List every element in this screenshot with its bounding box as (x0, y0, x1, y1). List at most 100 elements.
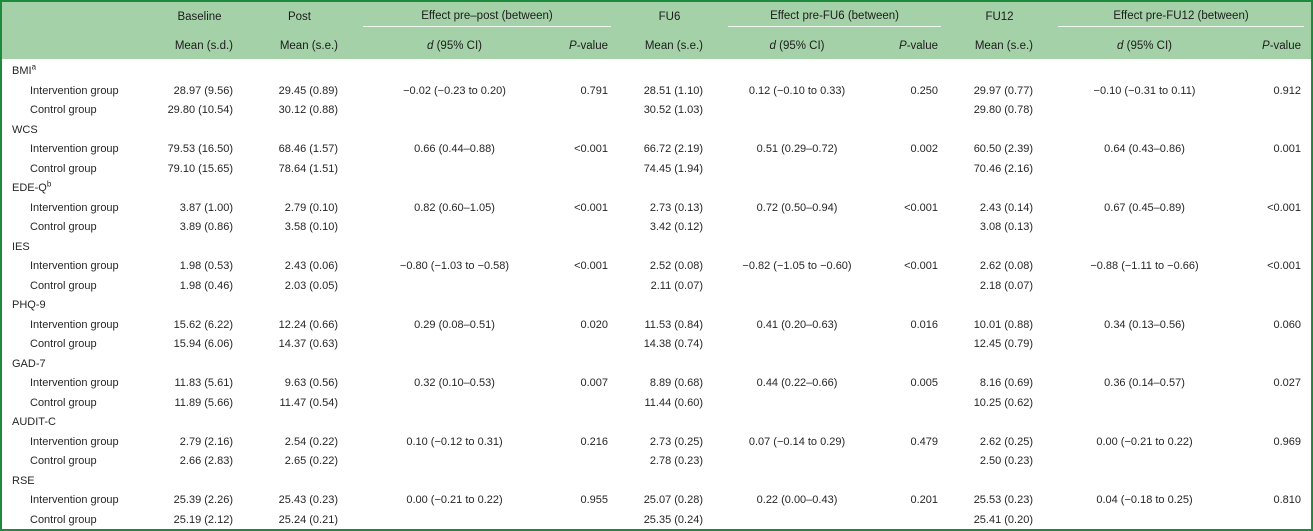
row-label: Intervention group (30, 201, 119, 214)
table-row: Intervention group 25.39 (2.26) 25.43 (0.2… (2, 491, 1311, 511)
footnote-marker: b (46, 179, 52, 189)
table-row: Control group 3.89 (0.86) 3.58 (0.10) 3.42 … (2, 218, 1311, 238)
section-label: GAD-7 (12, 357, 46, 370)
cell: 30.12 (0.88) (278, 104, 338, 116)
table-row: Control group 79.10 (15.65) 78.64 (1.51) 74… (2, 160, 1311, 180)
cell: −0.82 (−1.05 to −0.60) (742, 260, 852, 272)
header-sub-effect-pre-fu6-0: d (95% CI) (769, 39, 825, 52)
cell: 2.65 (0.22) (284, 455, 338, 467)
cell: 79.10 (15.65) (167, 162, 233, 175)
cell: 0.72 (0.50–0.94) (756, 201, 838, 214)
cell: 3.08 (0.13) (979, 221, 1034, 233)
cell: 0.51 (0.29–0.72) (756, 143, 838, 155)
cell (717, 218, 877, 238)
cell: 11.89 (5.66) (174, 396, 233, 409)
cell: 74.45 (1.94) (643, 162, 704, 175)
section-label: WCS (12, 123, 38, 136)
table-row: Intervention group 28.97 (9.56) 29.45 (0.8… (2, 82, 1311, 102)
cell: 0.36 (0.14–0.57) (1104, 377, 1185, 389)
cell (352, 277, 557, 297)
cell: 3.89 (0.86) (179, 221, 233, 233)
cell (717, 511, 877, 530)
cell: 11.53 (0.84) (644, 318, 704, 331)
cell: 15.94 (6.06) (173, 338, 233, 350)
cell: 0.001 (1273, 143, 1302, 155)
cell: 2.79 (2.16) (179, 435, 233, 448)
cell: 0.00 (−0.21 to 0.22) (406, 494, 503, 506)
cell: 1.98 (0.53) (179, 260, 233, 272)
cell (1242, 394, 1311, 414)
header-sub-baseline-0: Mean (s.d.) (174, 39, 233, 52)
cell: 0.955 (580, 494, 609, 506)
cell: 2.03 (0.05) (284, 279, 338, 292)
cell: <0.001 (574, 260, 609, 272)
row-label: Control group (30, 513, 97, 526)
cell: 2.62 (0.25) (979, 435, 1034, 448)
cell (1047, 452, 1242, 472)
cell (352, 335, 557, 355)
cell: 0.060 (1273, 318, 1302, 331)
cell: 25.43 (0.23) (278, 494, 338, 506)
cell (1047, 335, 1242, 355)
cell: 0.10 (−0.12 to 0.31) (406, 435, 503, 448)
cell: 3.58 (0.10) (284, 221, 338, 233)
cell: 15.62 (6.22) (173, 318, 233, 331)
section-row-ede-q: EDE-Qb (2, 179, 1311, 199)
cell: 70.46 (2.16) (973, 162, 1034, 175)
cell (877, 160, 952, 180)
row-label: Intervention group (30, 260, 119, 272)
section-row-wcs: WCS (2, 121, 1311, 141)
cell (352, 218, 557, 238)
header-sub-effect-pre-fu12-1: P-value (1262, 39, 1302, 52)
cell (352, 394, 557, 414)
cell (1242, 160, 1311, 180)
cell: 0.22 (0.00–0.43) (756, 494, 838, 506)
header-group-label: Baseline (177, 10, 222, 23)
cell (877, 218, 952, 238)
cell: 0.64 (0.43–0.86) (1104, 143, 1185, 155)
cell: 2.78 (0.23) (649, 455, 704, 467)
cell: 29.45 (0.89) (278, 84, 338, 97)
section-row-phq-9: PHQ-9 (2, 296, 1311, 316)
cell: 14.38 (0.74) (643, 338, 704, 350)
header-sub-effect-pre-fu12-0: d (95% CI) (1117, 39, 1172, 52)
cell (557, 511, 622, 530)
cell: 0.44 (0.22–0.66) (756, 377, 838, 389)
cell: 0.32 (0.10–0.53) (414, 377, 495, 389)
header-sub-fu12-0: Mean (s.e.) (974, 39, 1034, 52)
cell (877, 511, 952, 530)
cell: 2.73 (0.13) (649, 201, 704, 214)
cell (1047, 218, 1242, 238)
row-label: Intervention group (30, 84, 119, 97)
cell: 25.53 (0.23) (973, 494, 1034, 506)
header-sub-effect-pre-post-1: P-value (569, 39, 609, 52)
row-label: Intervention group (30, 494, 119, 506)
cell: 0.250 (910, 84, 939, 97)
row-label: Control group (30, 455, 97, 467)
section-label: AUDIT-C (12, 416, 56, 428)
cell (352, 101, 557, 121)
row-label: Control group (30, 104, 97, 116)
section-row-ies: IES (2, 238, 1311, 258)
cell (1242, 218, 1311, 238)
table-row: Intervention group 11.83 (5.61) 9.63 (0.56… (2, 374, 1311, 394)
cell (877, 335, 952, 355)
table-row: Intervention group 1.98 (0.53) 2.43 (0.06)… (2, 257, 1311, 277)
cell (717, 101, 877, 121)
cell: 68.46 (1.57) (278, 143, 338, 155)
cell (1047, 101, 1242, 121)
header-group-label: Effect pre–post (between) (363, 7, 612, 27)
cell: 2.79 (0.10) (284, 201, 338, 214)
cell (352, 511, 557, 530)
section-row-gad-7: GAD-7 (2, 355, 1311, 375)
header-group-label: FU12 (985, 10, 1014, 23)
cell (1047, 160, 1242, 180)
table-row: Control group 25.19 (2.12) 25.24 (0.21) 25.… (2, 511, 1311, 530)
cell (557, 335, 622, 355)
cell (717, 452, 877, 472)
section-row-audit-c: AUDIT-C (2, 413, 1311, 433)
cell: 0.005 (910, 377, 939, 389)
table-row: Intervention group 3.87 (1.00) 2.79 (0.10)… (2, 199, 1311, 219)
header-sub-post-0: Mean (s.e.) (279, 39, 338, 52)
cell (1242, 511, 1311, 530)
